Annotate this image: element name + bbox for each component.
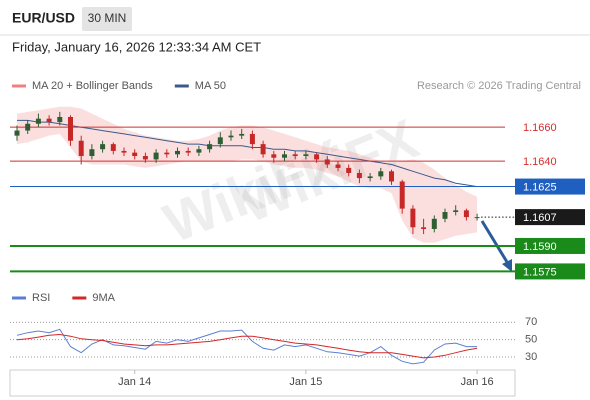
candle-body	[410, 208, 416, 228]
level-label: 1.1625	[523, 181, 557, 193]
bollinger-band	[17, 106, 478, 243]
candle-body	[356, 172, 362, 179]
level-label: 1.1590	[523, 241, 557, 253]
candle-body	[100, 144, 106, 150]
candle-body	[175, 150, 180, 155]
candle-body	[57, 116, 63, 123]
level-box	[515, 209, 585, 226]
y-tick-label: 70	[525, 316, 537, 328]
candle-body	[68, 116, 73, 141]
candle-body	[399, 181, 405, 209]
candle-body	[35, 118, 41, 124]
candle-body	[239, 133, 245, 136]
level-label: 1.1575	[523, 266, 557, 278]
x-tick-label: Jan 16	[461, 376, 494, 388]
legend-label: MA 20 + Bollinger Bands	[32, 80, 153, 92]
candle-body	[121, 150, 127, 153]
candle-body	[185, 150, 191, 153]
level-box	[515, 263, 585, 280]
level-label: 1.1660	[523, 122, 557, 134]
ma-line	[17, 119, 478, 188]
level-label: 1.1607	[523, 212, 557, 224]
legend-label: MA 50	[195, 80, 226, 92]
candle-body	[474, 217, 480, 219]
candle-body	[292, 154, 298, 157]
x-tick-label: Jan 14	[118, 376, 151, 388]
candle-body	[249, 133, 255, 145]
candle-body	[132, 152, 138, 157]
timestamp: Friday, January 16, 2026 12:33:34 AM CET	[12, 39, 261, 54]
candle-body	[217, 137, 223, 145]
candle-body	[378, 171, 384, 177]
candle-body	[453, 210, 459, 213]
candle-body	[196, 149, 202, 153]
candle-body	[153, 152, 159, 160]
rsi-line	[16, 333, 478, 359]
candle-body	[142, 156, 148, 160]
candle-body	[442, 212, 448, 219]
candle-body	[164, 152, 170, 155]
candle-body	[324, 159, 330, 165]
candle-body	[389, 171, 394, 182]
candle-body	[314, 154, 320, 160]
level-label: 1.1640	[523, 156, 557, 168]
candle-body	[282, 154, 287, 158]
candle-body	[431, 218, 437, 229]
candle-body	[25, 123, 31, 131]
level-box	[515, 237, 585, 254]
candle-body	[463, 210, 469, 218]
forecast-arrowhead	[502, 259, 512, 272]
x-tick-label: Jan 15	[289, 376, 322, 388]
candle-body	[46, 118, 52, 123]
timeframe-box	[82, 7, 132, 31]
candle-body	[367, 176, 373, 179]
candle-body	[78, 140, 84, 157]
candle-body	[303, 154, 309, 157]
candle-body	[228, 135, 234, 138]
candle-body	[421, 227, 427, 229]
candle-body	[335, 164, 341, 168]
legend-label: 9MA	[92, 292, 115, 304]
candle-body	[14, 130, 20, 136]
level-box	[515, 178, 585, 195]
candle-body	[346, 167, 352, 173]
candle-body	[260, 144, 266, 155]
candle-body	[207, 144, 213, 150]
candle-body	[271, 154, 277, 158]
candle-body	[89, 149, 95, 157]
y-tick-label: 50	[525, 334, 537, 346]
symbol: EUR/USD	[12, 10, 75, 26]
candle-body	[110, 144, 116, 151]
forecast-arrow	[480, 220, 509, 263]
timeframe: 30 MIN	[88, 11, 127, 25]
x-axis-frame	[9, 369, 516, 397]
y-tick-label: 30	[525, 351, 537, 363]
legend-label: RSI	[32, 292, 50, 304]
credit: Research © 2026 Trading Central	[417, 80, 581, 92]
